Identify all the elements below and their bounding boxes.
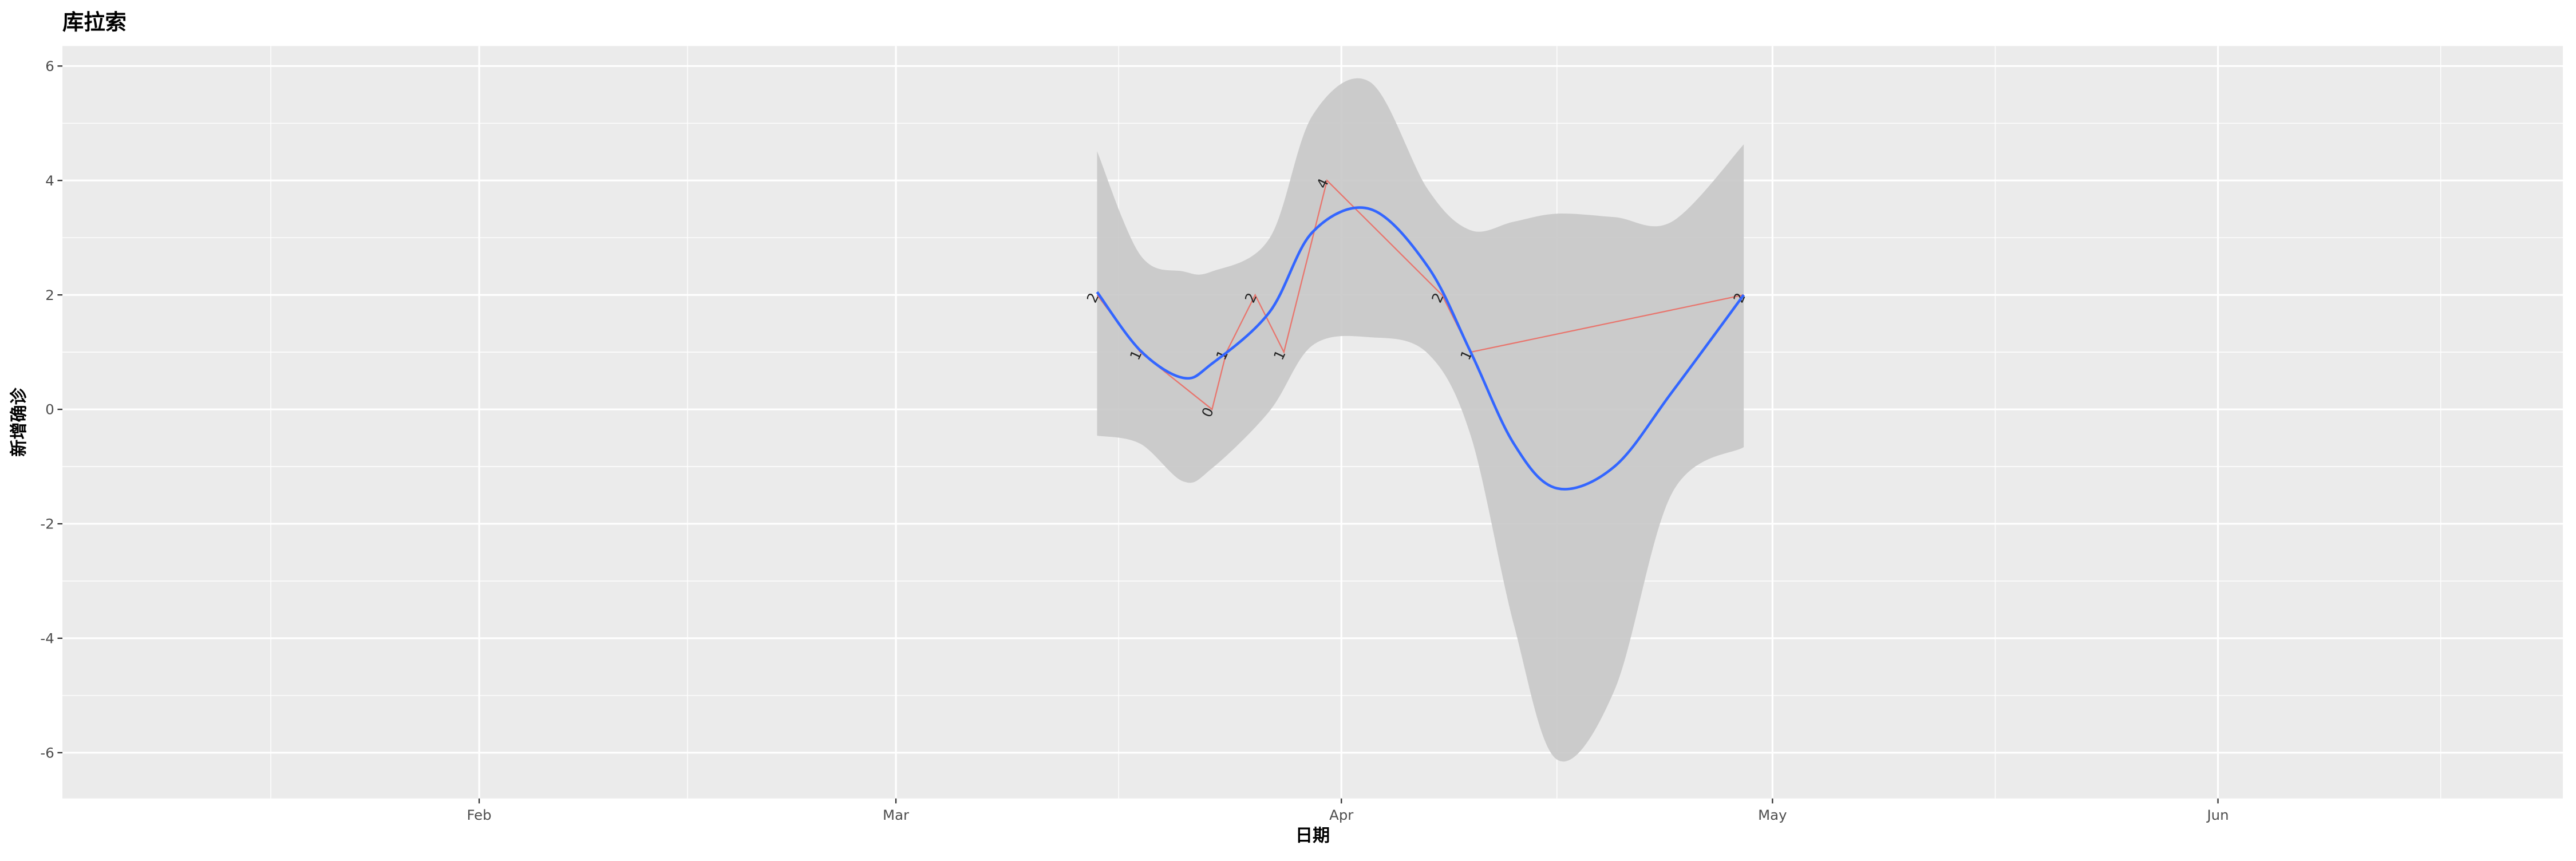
y-tick-label: 6 (45, 58, 54, 74)
y-tick-label: 0 (45, 401, 54, 418)
chart-title: 库拉索 (62, 10, 127, 35)
y-tick-label: 4 (45, 172, 54, 189)
x-tick-label: May (1758, 807, 1787, 823)
confidence-band (1097, 78, 1744, 762)
y-tick-label: -2 (40, 516, 54, 532)
x-tick-label: Apr (1329, 807, 1354, 823)
y-tick-label: -6 (40, 744, 54, 761)
x-tick-label: Jun (2206, 807, 2229, 823)
x-tick-label: Mar (883, 807, 910, 823)
smooth-line (1096, 206, 1745, 491)
x-axis-title: 日期 (1295, 826, 1330, 846)
x-tick-label: Feb (467, 807, 491, 823)
y-axis-title: 新增确诊 (9, 387, 29, 456)
y-tick-label: 2 (45, 287, 54, 303)
y-tick-label: -4 (40, 630, 54, 646)
